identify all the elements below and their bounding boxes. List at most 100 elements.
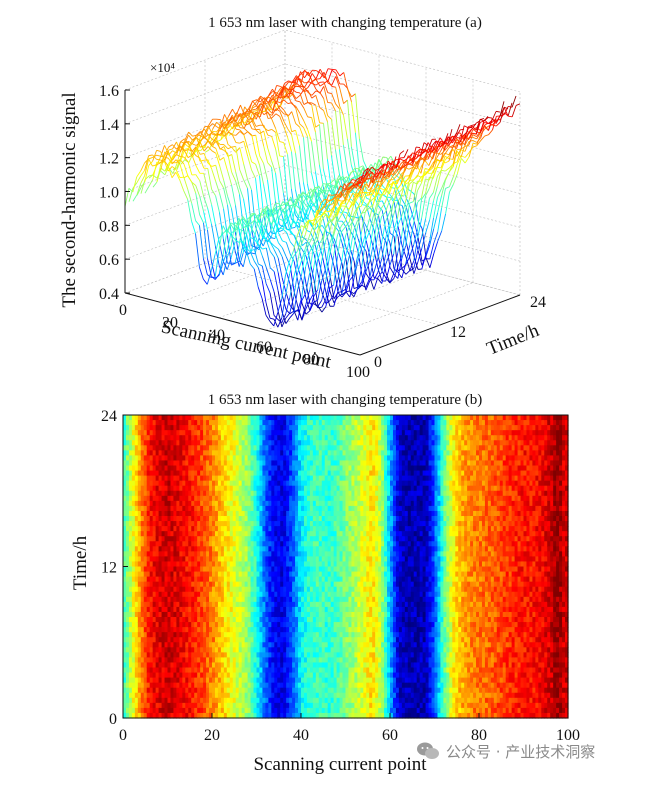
surface-mesh-line [203, 259, 207, 275]
surface-mesh-line [196, 166, 200, 174]
surface-mesh-line [390, 273, 394, 283]
surface-mesh-line [244, 141, 248, 156]
surface-mesh-line [240, 148, 244, 164]
surface-mesh-line [236, 129, 240, 130]
surface-mesh-line [344, 115, 348, 139]
heatmap-title: 1 653 nm laser with changing temperature… [208, 392, 483, 408]
surface-mesh-line [312, 141, 316, 171]
surface-mesh-line [279, 233, 283, 241]
surface-mesh-line [280, 168, 284, 193]
surface-mesh-line [233, 109, 237, 116]
surface-mesh-line [306, 230, 310, 232]
surface-mesh-line [430, 192, 434, 198]
surface-mesh-line [378, 243, 382, 259]
surface-mesh-line [192, 203, 196, 220]
surface-mesh-line [252, 135, 256, 136]
surface-mesh-line [304, 137, 308, 184]
surface-mesh-line [300, 113, 304, 121]
surface-mesh-line [282, 248, 286, 257]
surface-mesh-line [292, 152, 296, 190]
surface-mesh-line [461, 158, 465, 163]
z-exponent-label: ×10⁴ [150, 60, 175, 75]
z-tick-label: 0.8 [99, 218, 119, 235]
surface-mesh-line [286, 261, 290, 275]
surface-mesh-line [271, 238, 275, 239]
surface-mesh-line [212, 146, 216, 148]
surface-mesh-line [425, 161, 429, 166]
surface-mesh-line [220, 166, 224, 180]
surface-mesh-line [188, 199, 192, 221]
surface-mesh-line [212, 224, 216, 246]
surface-mesh-line [320, 84, 324, 87]
surface-mesh-line [212, 151, 216, 153]
surface-mesh-line [473, 135, 477, 137]
surface-mesh-line [473, 146, 477, 148]
z-tick-label: 0.4 [99, 286, 119, 303]
surface-mesh-line [508, 116, 512, 117]
surface-mesh-line [208, 208, 212, 224]
surface-mesh-line [284, 110, 288, 116]
surface-mesh-line [308, 90, 312, 98]
surface-mesh-line [512, 96, 516, 107]
surface-mesh-line [489, 130, 493, 135]
z-tick-label: 1.6 [99, 83, 119, 100]
surface-mesh-line [199, 267, 203, 279]
surface-mesh-line [232, 172, 236, 181]
surface-mesh-line [292, 103, 296, 109]
heatmap-plot-b: 1 653 nm laser with changing temperature… [0, 385, 652, 780]
surface-mesh-line [296, 130, 300, 145]
surface-mesh-line [228, 171, 232, 185]
surface-mesh-line [244, 180, 248, 189]
surface-mesh-line [359, 166, 363, 168]
surface-mesh-line [258, 267, 262, 280]
surface-mesh-line [331, 179, 335, 183]
surface-mesh-line [304, 108, 308, 117]
surface-mesh-line [252, 109, 256, 110]
surface-mesh-line [320, 108, 324, 111]
surface-mesh-line [320, 92, 324, 98]
surface-mesh-line [212, 205, 216, 225]
surface-mesh-line [188, 176, 192, 182]
surface-mesh-line [473, 140, 477, 142]
surface-mesh-line [274, 246, 278, 249]
surface-mesh-line [200, 215, 204, 223]
surface-mesh-line [204, 146, 208, 151]
surface-mesh-line [299, 203, 303, 227]
surface-mesh-line [141, 163, 145, 171]
surface-mesh-line [292, 130, 296, 131]
z-axis-label: The second-harmonic signal [59, 92, 80, 307]
surface-mesh-line [133, 195, 137, 201]
surface-mesh-line [270, 321, 274, 326]
surface-mesh-line [153, 166, 157, 175]
surface-mesh-line [268, 163, 272, 168]
surface-mesh-line [184, 191, 188, 200]
surface-mesh-line [157, 164, 161, 182]
surface-mesh-line [256, 154, 260, 166]
surface-mesh-line [181, 139, 185, 142]
surface-mesh-line [441, 170, 445, 171]
surface-mesh-line [433, 152, 437, 153]
surface-mesh-line [328, 69, 332, 70]
surface-mesh-line [480, 118, 484, 119]
x-tick-label: 0 [119, 302, 127, 319]
surface-mesh-line [397, 184, 401, 189]
surface-mesh-line [264, 146, 268, 163]
x-tick-label: 100 [346, 364, 370, 381]
surface-mesh-line [296, 95, 300, 98]
surface-mesh-line [169, 145, 173, 148]
surface-mesh-line [279, 230, 283, 232]
surface-mesh-line [184, 176, 188, 178]
surface-mesh-line [254, 269, 258, 287]
surface-mesh-line [256, 130, 260, 134]
surface-mesh-line [306, 243, 310, 252]
surface-mesh-line [346, 292, 350, 297]
surface-mesh-line [422, 196, 426, 218]
surface-mesh-line [400, 159, 404, 161]
surface-mesh-line [262, 256, 266, 267]
surface-mesh-line [438, 231, 442, 241]
surface-mesh-line [216, 165, 220, 181]
surface-mesh-line [232, 154, 236, 171]
surface-mesh-line [224, 188, 228, 205]
surface-mesh-line [141, 170, 145, 176]
surface-mesh-line [208, 160, 212, 169]
